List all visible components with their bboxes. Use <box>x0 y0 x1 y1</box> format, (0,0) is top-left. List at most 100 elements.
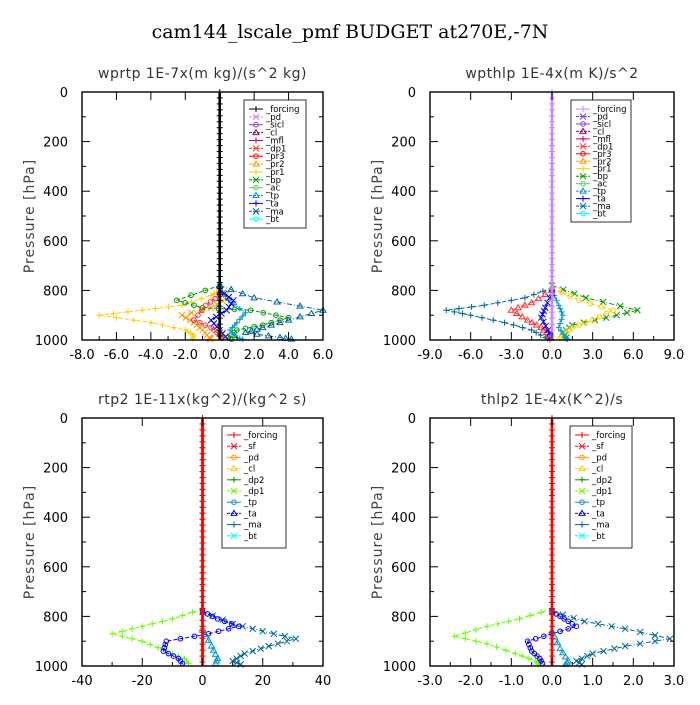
series-ta-marker <box>557 628 563 635</box>
series-ma-marker <box>287 335 296 342</box>
x-tick-label: 2.0 <box>244 348 265 363</box>
legend-entry-tp: _tp <box>265 192 279 202</box>
series-dp1-marker <box>203 302 209 309</box>
x-tick-label: 0.0 <box>542 674 563 689</box>
legend-entry-ma: _ma <box>591 521 610 531</box>
series-ma-marker <box>621 625 629 633</box>
series-ta-marker <box>223 306 230 314</box>
legend-marker <box>578 487 586 495</box>
legend-entry-bt: _bt <box>591 532 606 542</box>
series-ta-marker <box>225 626 232 632</box>
legend: _forcing_sf_pd _cl_dp2_dp1_tp_ta _ma_bt <box>569 425 633 549</box>
y-tick-label: 400 <box>391 511 416 526</box>
series-dp1-marker <box>537 323 546 331</box>
x-tick-label: 1.0 <box>582 674 603 689</box>
series-ma-marker <box>594 620 602 628</box>
legend-entry-pr3: _pr3 <box>265 152 285 162</box>
y-axis-label: Pressure [hPa] <box>22 159 38 273</box>
series-ma-marker <box>559 611 567 619</box>
series-tp-marker <box>207 642 216 649</box>
x-tick-label: 40 <box>315 674 332 689</box>
series-dp1-line <box>452 608 553 667</box>
legend-entry-ma: _ma <box>243 521 262 531</box>
legend-entry-tp: _tp <box>592 187 606 197</box>
series-ma-marker <box>259 627 267 635</box>
legend-entry-ac: _ac <box>265 184 280 194</box>
series-ta-marker <box>160 648 167 654</box>
panel-4: thlp2 1E-4x(K^2)/s Pressure [hPa] -3.0 -2.0… <box>370 392 684 689</box>
series-dp1-marker <box>199 307 205 314</box>
legend-marker <box>252 160 260 167</box>
y-tick-label: 200 <box>391 136 416 151</box>
legend-entry-ta: _ta <box>243 509 257 519</box>
series-pr1-marker <box>558 289 564 295</box>
series-ma-line <box>551 610 671 667</box>
y-tick-label: 0 <box>408 412 416 427</box>
series-ma-marker <box>666 635 674 643</box>
series-bp-marker <box>259 322 266 328</box>
legend-entry-pd: _pd <box>592 112 608 122</box>
x-tick-label: 3.0 <box>664 674 685 689</box>
series-ta-marker <box>214 616 221 622</box>
y-tick-label: 200 <box>43 136 68 151</box>
legend-entry-bp: _bp <box>265 176 281 186</box>
series-dp1-line <box>111 608 203 667</box>
series-ma-marker <box>581 618 588 625</box>
series-bp-marker <box>228 336 235 342</box>
series-ma-marker <box>621 642 629 650</box>
series-bp-marker <box>623 309 631 317</box>
series-pr1-marker <box>576 322 582 328</box>
legend-entry-tp: _tp <box>591 498 605 508</box>
series-ta-marker <box>565 626 572 632</box>
legend-marker <box>253 184 259 191</box>
series-ma-marker <box>265 642 273 650</box>
y-tick-label: 200 <box>391 462 416 477</box>
series-ta-marker <box>557 613 563 620</box>
series-tp-marker <box>558 648 567 656</box>
legend-marker <box>252 207 260 215</box>
legend-marker <box>579 127 587 134</box>
series-pr1-marker <box>603 310 610 317</box>
series-ma-marker <box>283 637 291 645</box>
series-pr1-marker <box>589 317 596 323</box>
series-ta-marker <box>541 633 547 640</box>
y-axis-label: Pressure [hPa] <box>22 485 38 599</box>
x-tick-label: -3.0 <box>417 674 442 689</box>
legend-marker <box>252 144 260 152</box>
legend-entry-pd: _pd <box>265 113 281 123</box>
series-dp1-marker <box>514 303 522 311</box>
legend-entry-bt: _bt <box>592 210 607 220</box>
series-ta-marker <box>569 621 576 627</box>
legend-marker <box>579 499 585 506</box>
legend-entry-dp1: _dp1 <box>265 144 286 154</box>
series-bp-marker <box>634 306 641 314</box>
series-bp-marker <box>582 294 590 302</box>
series-dp1-marker <box>527 298 536 306</box>
legend-entry-sicl: _sicl <box>265 121 284 131</box>
legend-entry-mfl: _mfl <box>592 135 611 145</box>
legend-marker <box>578 442 586 450</box>
legend-marker <box>230 509 238 516</box>
x-tick-label: 0 <box>198 674 206 689</box>
series-ma-marker <box>229 657 236 665</box>
legend-entry-pd: _pd <box>243 453 259 463</box>
legend-entry-dp2: _dp2 <box>243 476 264 486</box>
x-tick-label: -4.0 <box>138 348 163 363</box>
series-ta-marker <box>212 313 220 321</box>
series-dp1-marker <box>507 306 516 313</box>
series-bp-marker <box>599 298 607 306</box>
series-ma-marker <box>238 289 247 297</box>
series-dp1-marker <box>196 319 203 326</box>
series-ma-marker <box>276 318 284 326</box>
legend-entry-dp1: _dp1 <box>243 487 264 497</box>
series-bp-marker <box>613 311 620 319</box>
series-ma-marker <box>570 614 578 622</box>
x-tick-label: -1.0 <box>499 674 524 689</box>
series-bp-marker <box>260 309 267 316</box>
legend-marker <box>578 532 586 540</box>
legend-entry-tp: _tp <box>243 498 257 508</box>
panel-1: wprtp 1E-7x(m kg)/(s^2 kg) Pressure [hPa]… <box>22 66 333 363</box>
y-tick-label: 400 <box>391 185 416 200</box>
series-tp-marker <box>561 652 570 660</box>
